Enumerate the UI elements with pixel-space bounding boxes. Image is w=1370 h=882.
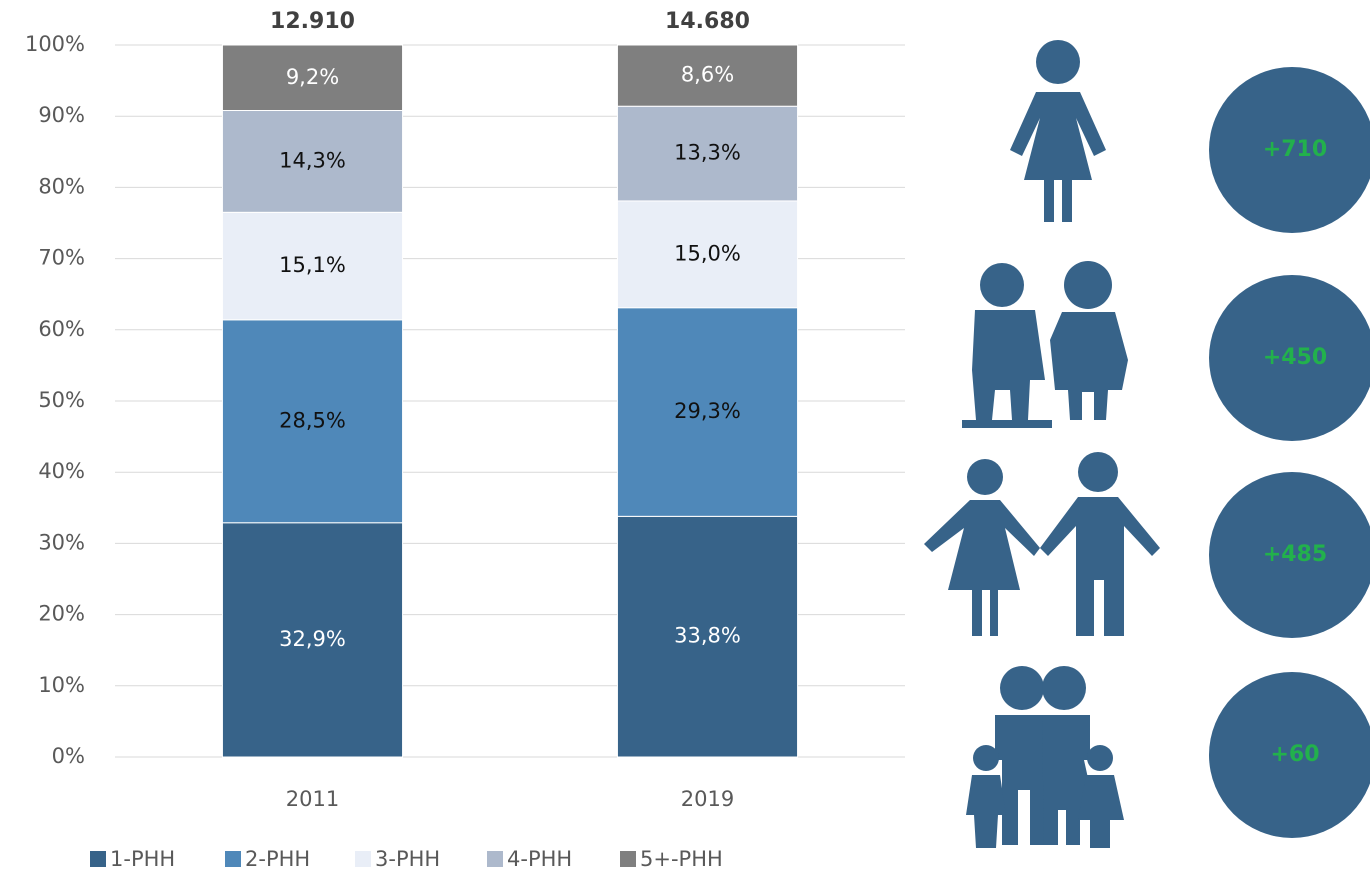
legend-swatch (90, 851, 106, 867)
icon-couple (924, 452, 1160, 636)
data-label: 28,5% (279, 408, 346, 432)
legend-swatch (620, 851, 636, 867)
y-tick-label: 20% (38, 602, 85, 626)
change-label: +710 (1263, 137, 1327, 162)
change-label: +485 (1263, 542, 1327, 567)
x-tick-label: 2011 (286, 787, 339, 811)
chart: 0% 10% 20% 30% 40% 50% 60% 70% 80% 90% 100% 32,9% 28… (0, 0, 1370, 882)
legend-label: 5+-PHH (640, 847, 723, 871)
y-tick-label: 80% (38, 174, 85, 198)
x-tick-label: 2019 (681, 787, 734, 811)
legend-label: 1-PHH (110, 847, 175, 871)
data-label: 8,6% (681, 63, 734, 87)
y-tick-label: 0% (52, 744, 85, 768)
data-label: 33,8% (674, 624, 741, 648)
y-tick-label: 30% (38, 530, 85, 554)
total-label: 14.680 (665, 9, 750, 34)
legend-label: 2-PHH (245, 847, 310, 871)
total-label: 12.910 (270, 9, 355, 34)
data-label: 9,2% (286, 65, 339, 89)
y-tick-label: 40% (38, 459, 85, 483)
icon-single-woman (1010, 40, 1106, 222)
legend-swatch (355, 851, 371, 867)
data-label: 15,1% (279, 253, 346, 277)
y-tick-label: 100% (25, 32, 85, 56)
change-label: +60 (1270, 742, 1319, 767)
legend-label: 3-PHH (375, 847, 440, 871)
icon-family (966, 666, 1124, 848)
y-tick-label: 90% (38, 103, 85, 127)
legend-swatch (487, 851, 503, 867)
y-tick-label: 50% (38, 388, 85, 412)
data-label: 29,3% (674, 399, 741, 423)
data-label: 32,9% (279, 627, 346, 651)
icon-elderly-couple (962, 261, 1128, 428)
data-label: 13,3% (674, 141, 741, 165)
data-label: 14,3% (279, 148, 346, 172)
change-label: +450 (1263, 345, 1327, 370)
legend-swatch (225, 851, 241, 867)
y-tick-label: 70% (38, 246, 85, 270)
y-tick-label: 10% (38, 673, 85, 697)
legend-label: 4-PHH (507, 847, 572, 871)
data-label: 15,0% (674, 241, 741, 265)
y-tick-label: 60% (38, 317, 85, 341)
